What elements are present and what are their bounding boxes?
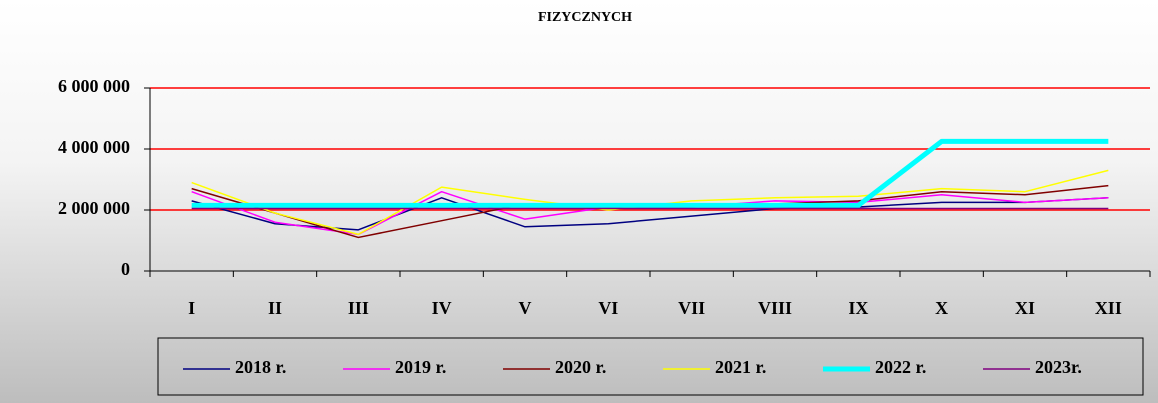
x-tick-label: II (268, 298, 282, 318)
legend-label: 2020 r. (555, 357, 606, 377)
y-tick-label: 0 (121, 259, 130, 279)
x-tick-label: VII (678, 298, 705, 318)
series-line (191, 197, 1109, 231)
legend-label: 2021 r. (715, 357, 766, 377)
legend-label: 2023r. (1035, 357, 1082, 377)
y-tick-label: 6 000 000 (58, 76, 130, 96)
x-tick-label: XII (1095, 298, 1122, 318)
x-tick-label: IX (848, 298, 868, 318)
legend-label: 2022 r. (875, 357, 926, 377)
x-tick-label: I (188, 298, 195, 318)
x-tick-label: III (348, 298, 369, 318)
chart-title: FIZYCZNYCH (538, 10, 632, 25)
legend-label: 2018 r. (235, 357, 286, 377)
x-tick-label: V (519, 298, 532, 318)
x-tick-label: VI (598, 298, 618, 318)
y-tick-label: 2 000 000 (58, 198, 130, 218)
legend-label: 2019 r. (395, 357, 446, 377)
x-tick-label: XI (1015, 298, 1035, 318)
y-tick-label: 4 000 000 (58, 137, 130, 157)
x-tick-label: VIII (758, 298, 792, 318)
series-line (191, 184, 1109, 239)
x-tick-label: X (935, 298, 948, 318)
x-tick-label: IV (432, 298, 452, 318)
series-line (191, 138, 1109, 208)
legend-box (157, 337, 1144, 396)
